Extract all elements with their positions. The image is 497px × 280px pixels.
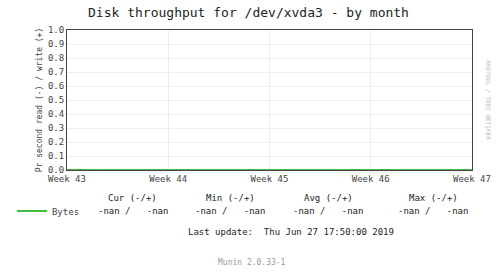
- svg-text:0.1: 0.1: [48, 151, 64, 161]
- svg-text:-nan / -nan: -nan / -nan: [195, 206, 265, 216]
- svg-text:0.5: 0.5: [48, 95, 64, 105]
- svg-text:0.6: 0.6: [48, 81, 64, 91]
- svg-text:Munin 2.0.33-1: Munin 2.0.33-1: [218, 258, 286, 267]
- svg-text:Pr second read (-) / write (+): Pr second read (-) / write (+): [35, 28, 44, 173]
- svg-text:-nan / -nan: -nan / -nan: [98, 206, 168, 216]
- svg-text:Disk throughput for /dev/xvda3: Disk throughput for /dev/xvda3 - by mont…: [88, 5, 409, 20]
- svg-text:Max (-/+): Max (-/+): [409, 193, 458, 203]
- svg-text:Bytes: Bytes: [52, 207, 79, 217]
- svg-text:-nan / -nan: -nan / -nan: [398, 206, 468, 216]
- svg-text:Cur (-/+): Cur (-/+): [108, 193, 157, 203]
- svg-text:Last update: Thu Jun 27 17:50: Last update: Thu Jun 27 17:50:00 2019: [188, 227, 394, 237]
- svg-text:Min (-/+): Min (-/+): [206, 193, 255, 203]
- svg-text:1.0: 1.0: [48, 25, 64, 35]
- svg-text:-nan / -nan: -nan / -nan: [293, 206, 363, 216]
- svg-text:0.8: 0.8: [48, 53, 64, 63]
- svg-text:0.4: 0.4: [48, 109, 64, 119]
- svg-text:Week 43: Week 43: [48, 174, 86, 184]
- svg-text:0.7: 0.7: [48, 67, 64, 77]
- svg-text:Week 44: Week 44: [149, 174, 187, 184]
- svg-text:Avg (-/+): Avg (-/+): [304, 193, 353, 203]
- svg-text:0.2: 0.2: [48, 137, 64, 147]
- svg-text:Week 46: Week 46: [352, 174, 390, 184]
- svg-text:0.3: 0.3: [48, 123, 64, 133]
- svg-text:Week 45: Week 45: [251, 174, 289, 184]
- svg-text:0.0: 0.0: [48, 165, 64, 175]
- svg-text:RRDTOOL / TOBI OETIKER: RRDTOOL / TOBI OETIKER: [485, 60, 492, 140]
- svg-text:0.9: 0.9: [48, 39, 64, 49]
- svg-text:Week 47: Week 47: [453, 174, 491, 184]
